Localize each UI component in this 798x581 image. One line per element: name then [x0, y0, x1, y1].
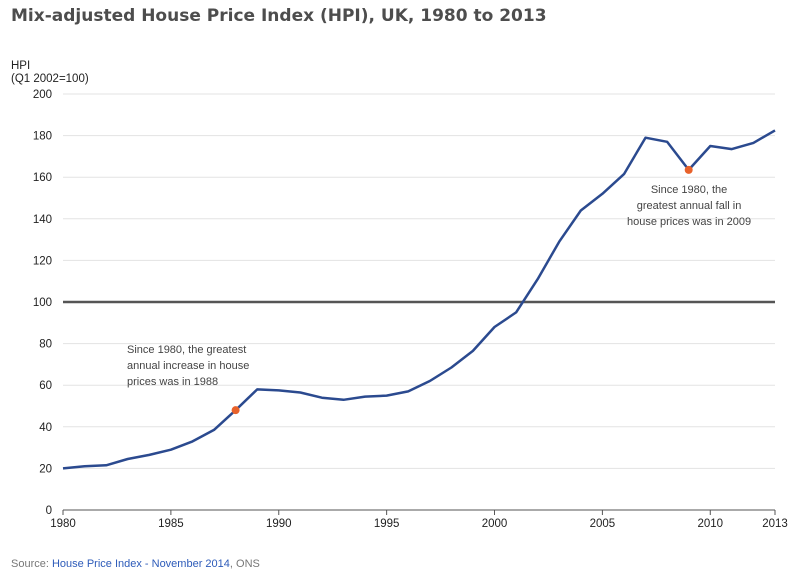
highlight-point-2009 — [684, 165, 693, 174]
y-tick-label-0: 0 — [46, 505, 52, 517]
annotation-greatest-fall: Since 1980, the greatest annual fall in … — [627, 184, 752, 228]
y-tick-label-60: 60 — [39, 380, 52, 392]
x-tick-label-2010: 2010 — [697, 518, 723, 530]
source-prefix: Source: — [11, 558, 52, 570]
x-tick-label-1995: 1995 — [374, 518, 400, 530]
y-tick-label-180: 180 — [33, 131, 52, 143]
source-note: Source: House Price Index - November 201… — [11, 558, 260, 570]
y-axis-label: HPI — [11, 60, 31, 72]
x-tick-label-2013: 2013 — [762, 518, 788, 530]
y-tick-label-80: 80 — [39, 339, 52, 351]
y-tick-label-140: 140 — [33, 214, 52, 226]
y-tick-label-20: 20 — [39, 463, 52, 475]
source-link[interactable]: House Price Index - November 2014 — [51, 558, 230, 570]
y-tick-label-100: 100 — [33, 297, 52, 309]
x-tick-label-1980: 1980 — [50, 518, 76, 530]
y-tick-label-160: 160 — [33, 172, 52, 184]
y-tick-label-40: 40 — [39, 422, 52, 434]
x-tick-label-2005: 2005 — [590, 518, 616, 530]
y-axis-sublabel: (Q1 2002=100) — [11, 73, 89, 85]
annotation-greatest-increase: Since 1980, the greatest annual increase… — [127, 344, 250, 388]
chart-title: Mix-adjusted House Price Index (HPI), UK… — [11, 6, 547, 26]
highlight-point-1988 — [231, 406, 240, 415]
x-tick-label-1990: 1990 — [266, 518, 292, 530]
y-tick-label-120: 120 — [33, 255, 52, 267]
x-tick-label-2000: 2000 — [482, 518, 508, 530]
y-tick-label-200: 200 — [33, 89, 52, 101]
source-suffix: , ONS — [229, 558, 260, 570]
series-line-0 — [62, 129, 776, 470]
x-tick-label-1985: 1985 — [158, 518, 184, 530]
